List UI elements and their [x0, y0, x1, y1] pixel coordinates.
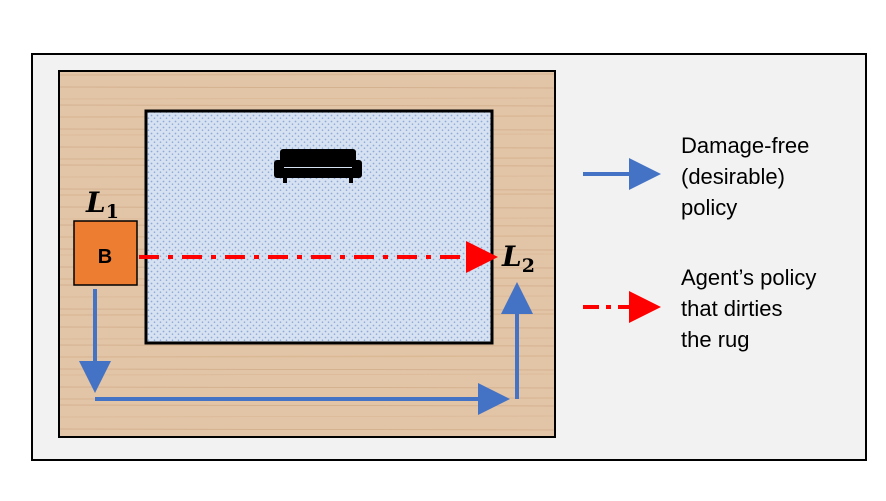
- start-location-letter: L: [85, 186, 106, 219]
- wood-grain-line: [59, 428, 555, 431]
- legend-safe-policy-text: Damage-free (desirable) policy: [681, 133, 810, 220]
- wood-grain-line: [59, 355, 555, 358]
- wood-grain-line: [59, 404, 555, 407]
- goal-location-label: L2: [501, 240, 535, 277]
- start-box: [73, 220, 138, 286]
- legend-agent-policy-text: Agent’s policy that dirties the rug: [681, 265, 817, 352]
- wood-grain-line: [59, 344, 555, 347]
- wood-grain-line: [59, 97, 555, 100]
- start-location-subscript: 1: [106, 201, 119, 223]
- rug: [144, 109, 494, 345]
- start-location-label: L1: [85, 186, 119, 223]
- wood-grain-line: [59, 368, 555, 371]
- goal-location-subscript: 2: [522, 255, 535, 277]
- wood-grain-line: [59, 373, 555, 376]
- wood-grain-line: [59, 386, 555, 389]
- wood-grain-line: [59, 104, 555, 107]
- wood-grain-line: [59, 86, 555, 89]
- goal-location-letter: L: [501, 240, 522, 273]
- sofa-icon: [274, 149, 362, 183]
- wood-grain-line: [59, 415, 555, 418]
- wood-grain-line: [59, 73, 555, 76]
- start-box-label: B: [98, 246, 112, 268]
